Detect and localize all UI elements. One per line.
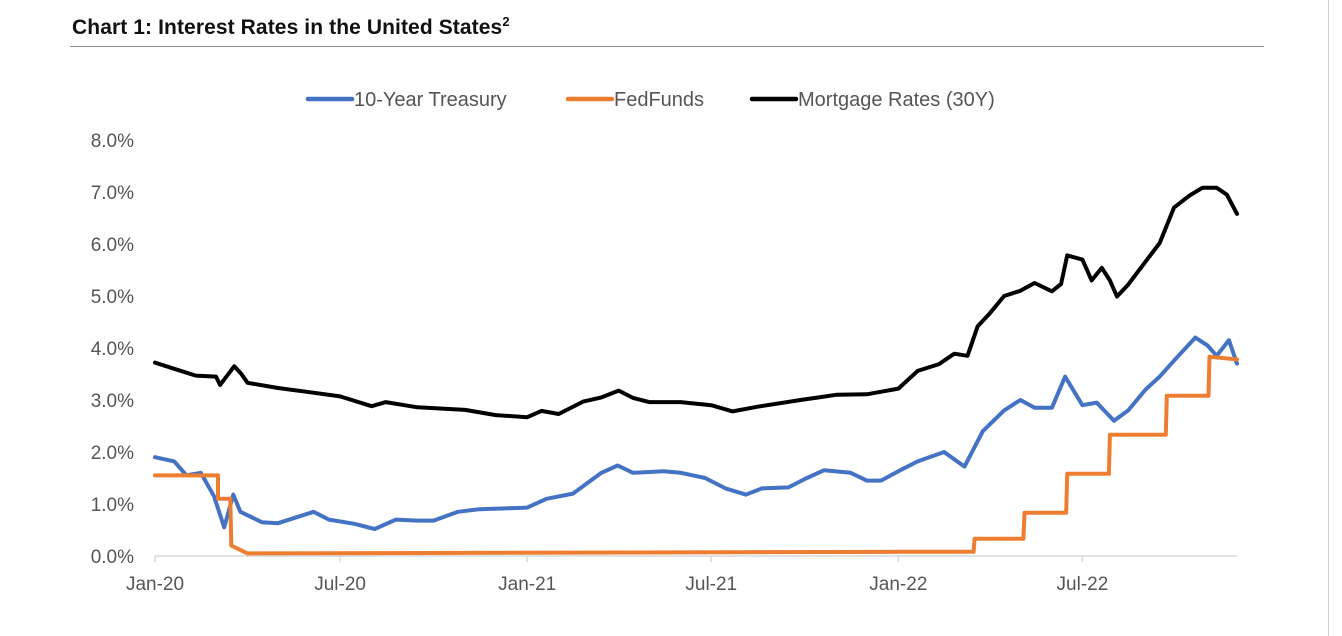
y-tick-label: 1.0% [91, 495, 134, 516]
y-tick-label: 4.0% [91, 339, 134, 360]
series-line-10-year-treasury [153, 335, 1239, 531]
chart-title-text: Chart 1: Interest Rates in the United St… [72, 16, 503, 39]
y-tick-label: 0.0% [91, 547, 134, 568]
y-tick-label: 7.0% [91, 183, 134, 204]
series-lines [153, 185, 1239, 556]
y-tick-label: 5.0% [91, 287, 134, 308]
chart-title: Chart 1: Interest Rates in the United St… [72, 14, 510, 40]
series-line-fedfunds [153, 354, 1239, 556]
x-tick-label: Jul-22 [1057, 574, 1109, 595]
title-divider [70, 46, 1264, 47]
chart-legend: 10-Year Treasury FedFunds Mortgage Rates (… [305, 89, 995, 111]
series-line-mortgage-rates-30y [153, 185, 1239, 420]
x-tick-label: Jul-21 [685, 574, 737, 595]
y-axis-labels: 0.0% 1.0% 2.0% 3.0% 4.0% 5.0% 6.0% 7.0% 8.0% [91, 131, 134, 568]
y-tick-label: 3.0% [91, 391, 134, 412]
legend-label-fedfunds: FedFunds [614, 89, 704, 111]
legend-label-mortgage-rates-30y: Mortgage Rates (30Y) [798, 89, 995, 111]
x-tick-label: Jan-21 [498, 574, 556, 595]
x-axis: Jan-20 Jul-20 Jan-21 Jul-21 Jan-22 Jul-22 [126, 555, 1237, 595]
y-tick-label: 6.0% [91, 235, 134, 256]
x-tick-label: Jan-20 [126, 574, 184, 595]
x-tick-label: Jan-22 [869, 574, 927, 595]
y-tick-label: 2.0% [91, 443, 134, 464]
y-tick-label: 8.0% [91, 131, 134, 152]
chart-title-superscript: 2 [502, 14, 510, 29]
page-right-border [1328, 0, 1342, 636]
x-tick-label: Jul-20 [314, 574, 366, 595]
legend-label-10-year-treasury: 10-Year Treasury [354, 89, 507, 111]
